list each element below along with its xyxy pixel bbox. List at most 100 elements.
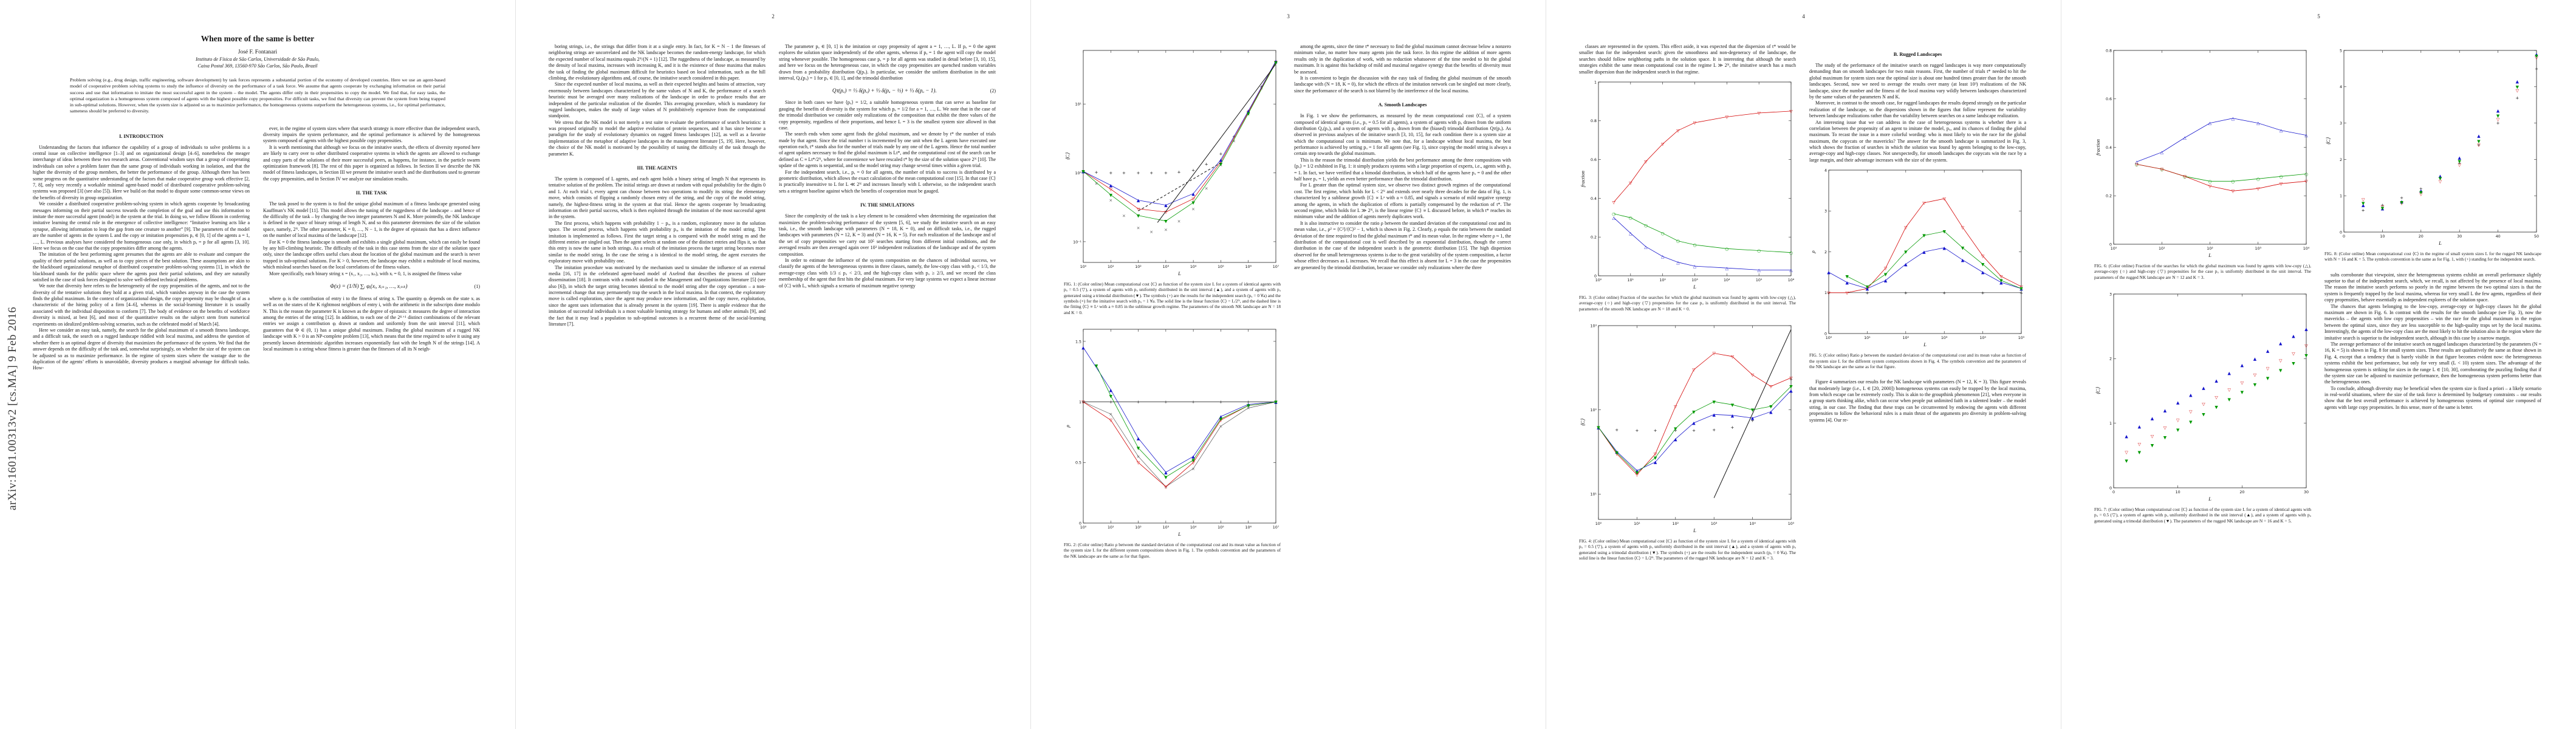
svg-text:10²: 10² (1135, 265, 1142, 269)
figure-3-caption: FIG. 3: (Color online) Fraction of the s… (1579, 294, 1796, 312)
svg-text:▲: ▲ (2419, 188, 2423, 193)
svg-text:△: △ (2232, 116, 2235, 121)
svg-text:▽: ▽ (1629, 180, 1632, 185)
svg-text:3: 3 (2340, 122, 2342, 126)
svg-text:+: + (1597, 426, 1600, 431)
svg-text:▼: ▼ (1884, 272, 1888, 277)
svg-text:▽: ▽ (2362, 197, 2365, 202)
paragraph: among the agents, since the time t* nece… (1294, 44, 1511, 75)
svg-text:10²: 10² (1903, 336, 1910, 340)
svg-text:▼: ▼ (1095, 363, 1098, 368)
svg-text:▲: ▲ (2381, 207, 2385, 211)
svg-text:10: 10 (2176, 490, 2180, 495)
svg-text:×: × (1274, 400, 1278, 405)
svg-text:+: + (1635, 428, 1639, 433)
svg-text:▽: ▽ (2215, 395, 2218, 400)
svg-text:▲: ▲ (1615, 450, 1619, 454)
svg-text:▼: ▼ (1846, 275, 1849, 279)
equation-1-body: Φ(x) = (1/N) ∑ᵢ φᵢ(xᵢ, xᵢ₊₁, …, xᵢ₊ₖ) (330, 282, 408, 289)
svg-text:▼: ▼ (2138, 450, 2142, 455)
svg-text:30: 30 (2304, 490, 2309, 495)
page-2-columns: boring strings, i.e., the strings that d… (549, 44, 998, 327)
paragraph: The study of the performance of the imit… (1809, 63, 2026, 100)
figure-1-caption: FIG. 1: (Color online) Mean computationa… (1064, 281, 1281, 315)
paragraph: It is convenient to begin the discussion… (1294, 75, 1511, 94)
svg-text:▽: ▽ (1137, 460, 1140, 465)
paragraph: To conclude, although diversity may be b… (2324, 385, 2541, 410)
svg-text:▽: ▽ (1846, 291, 1849, 296)
svg-text:▲: ▲ (1961, 258, 1965, 263)
svg-text:▼: ▼ (1866, 285, 1869, 290)
introduction-continuation-paragraphs: ever, in the regime of system sizes wher… (263, 126, 480, 183)
svg-text:▲: ▲ (1109, 388, 1113, 392)
svg-text:▼: ▼ (1904, 250, 1908, 255)
svg-text:▼: ▼ (1692, 409, 1696, 414)
svg-text:10⁴: 10⁴ (1979, 336, 1986, 340)
page-3: 3 10⁰ 10¹ 10² 10³ 10⁴ 10⁵ 10⁶ 10⁷ 10⁻¹ 10⁰ 10¹ + + + +… (1030, 0, 1546, 729)
svg-text:10⁷: 10⁷ (1273, 525, 1279, 530)
svg-text:+: + (2477, 143, 2481, 148)
svg-text:▽: ▽ (1109, 418, 1113, 423)
svg-text:▽: ▽ (1676, 128, 1680, 133)
svg-text:▼: ▼ (2176, 428, 2180, 433)
svg-text:×: × (1247, 112, 1250, 117)
svg-text:1: 1 (1824, 291, 1827, 295)
paragraph: sults corroborate that viewpoint, since … (2324, 272, 2541, 303)
svg-text:▼: ▼ (2477, 139, 2481, 144)
svg-text:L: L (2208, 496, 2211, 502)
equation-2-number: (2) (990, 87, 996, 94)
svg-text:▽: ▽ (2125, 450, 2128, 455)
svg-text:10²: 10² (1135, 525, 1142, 530)
svg-text:▽: ▽ (2183, 174, 2187, 179)
svg-text:▼: ▼ (1999, 278, 2003, 283)
paragraph: The first process, which happens with pr… (549, 220, 766, 264)
svg-text:5: 5 (2340, 49, 2342, 53)
page-4-column-right: B. Rugged Landscapes The study of the pe… (1809, 44, 2026, 423)
svg-text:+: + (2419, 187, 2423, 191)
svg-text:×: × (1095, 182, 1098, 187)
svg-text:▽: ▽ (1789, 109, 1793, 114)
svg-text:+: + (2380, 203, 2384, 208)
svg-text:10⁻¹: 10⁻¹ (1073, 240, 1081, 244)
svg-text:▲: ▲ (1191, 191, 1195, 196)
svg-text:10⁵: 10⁵ (1788, 522, 1795, 526)
svg-text:○: ○ (1693, 243, 1696, 248)
svg-text:10⁵: 10⁵ (1756, 278, 1762, 282)
svg-text:○: ○ (2256, 177, 2260, 182)
svg-text:×: × (1109, 198, 1112, 203)
svg-text:+: + (1904, 291, 1908, 296)
agents-paragraphs-after-equation: Since in both cases we have ⟨pᵤ⟩ = 1/2, … (779, 100, 996, 194)
svg-text:△: △ (2304, 133, 2308, 138)
svg-text:▽: ▽ (1943, 197, 1947, 202)
svg-text:▲: ▲ (2458, 156, 2462, 160)
svg-text:▲: ▲ (2176, 400, 2180, 405)
svg-text:▽: ▽ (2232, 189, 2235, 194)
svg-text:△: △ (2256, 121, 2260, 126)
task-paragraphs-after-equation: where φᵢ is the contribution of entry i … (263, 296, 480, 353)
svg-text:+: + (1095, 170, 1098, 175)
svg-text:▽: ▽ (1274, 400, 1278, 405)
svg-text:×: × (1109, 412, 1112, 417)
svg-text:10²: 10² (1590, 408, 1597, 412)
paragraph: This is the reason the trimodal distribu… (1294, 157, 1511, 182)
svg-text:fraction: fraction (1580, 171, 1586, 187)
svg-text:10¹: 10¹ (1108, 265, 1114, 269)
svg-text:▽: ▽ (1866, 287, 1869, 292)
svg-text:▽: ▽ (2253, 372, 2257, 377)
svg-text:▽: ▽ (1191, 460, 1195, 465)
svg-text:ρ: ρ (1810, 251, 1816, 254)
svg-text:0: 0 (2109, 242, 2112, 247)
svg-text:10⁴: 10⁴ (1190, 265, 1197, 269)
svg-text:10⁰: 10⁰ (1826, 336, 1832, 340)
svg-text:10⁴: 10⁴ (1724, 278, 1730, 282)
figure-8-chart: 0 10 20 30 40 50012345++++++++++▽▽▽▽▽▽▽▽▽▽▲▲▲… (2325, 49, 2539, 246)
svg-text:▽: ▽ (1219, 418, 1223, 423)
svg-text:▼: ▼ (1109, 193, 1113, 197)
svg-text:▲: ▲ (1164, 470, 1168, 475)
subsection-heading-smooth-landscapes: A. Smooth Landscapes (1378, 102, 1427, 108)
section-heading-task: II. THE TASK (355, 190, 388, 196)
svg-text:+: + (2496, 121, 2500, 126)
svg-text:▽: ▽ (1922, 201, 1926, 206)
svg-text:▲: ▲ (1219, 158, 1223, 163)
paragraph: It is also instructive to consider the r… (1294, 220, 1511, 270)
